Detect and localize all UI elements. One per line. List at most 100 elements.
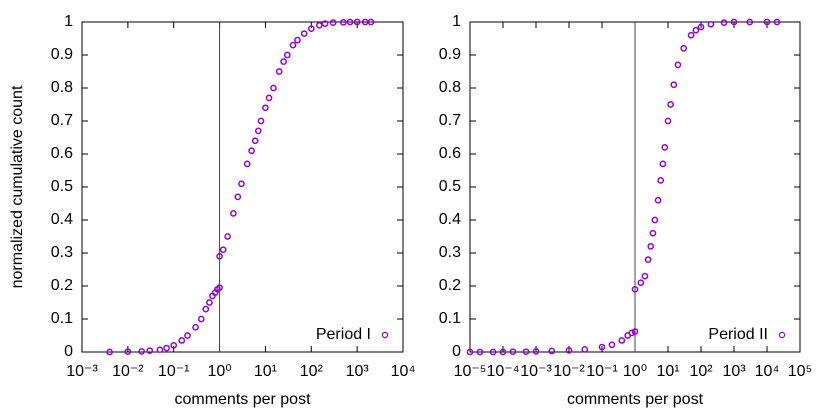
y-tick-label: 1: [64, 13, 73, 30]
x-tick-label: 10⁻⁵: [454, 363, 487, 380]
y-tick-label: 0.3: [51, 244, 73, 261]
data-point: [654, 196, 662, 204]
data-point: [251, 137, 259, 145]
data-point: [608, 341, 616, 349]
data-point: [346, 18, 354, 26]
data-point: [499, 348, 507, 356]
data-point: [697, 23, 705, 31]
data-point: [307, 25, 315, 32]
data-point: [216, 252, 223, 260]
x-axis-label: comments per post: [567, 391, 704, 408]
data-point: [124, 348, 132, 356]
legend-marker: [381, 331, 389, 339]
plot-frame: [81, 21, 404, 353]
x-tick-label: 10⁻¹: [586, 363, 618, 380]
data-point: [659, 160, 667, 168]
data-point: [598, 343, 606, 351]
data-point: [628, 329, 636, 337]
data-point: [262, 104, 269, 112]
x-tick-label: 10⁴: [755, 363, 780, 380]
data-point: [283, 51, 291, 59]
data-point: [197, 315, 205, 323]
data-point: [178, 337, 186, 344]
x-tick-label: 10¹: [656, 363, 679, 380]
legend-label: Period I: [316, 326, 371, 343]
data-point: [265, 94, 273, 102]
data-point: [667, 101, 674, 108]
data-point: [631, 328, 639, 335]
data-point: [254, 127, 262, 135]
y-tick-label: 0: [452, 343, 461, 360]
data-point: [230, 210, 237, 217]
data-point: [234, 193, 242, 201]
data-point: [216, 284, 223, 291]
data-point: [674, 61, 682, 69]
data-point: [664, 117, 672, 125]
x-tick-label: 10⁻²: [553, 363, 585, 380]
data-point: [257, 117, 265, 125]
data-point: [224, 233, 231, 240]
x-axis-label: comments per post: [174, 391, 311, 408]
y-tick-label: 0.2: [51, 277, 73, 294]
data-point: [773, 18, 781, 26]
y-tick-label: 0.6: [439, 145, 461, 162]
data-point: [353, 18, 361, 26]
x-tick-label: 10⁻¹: [158, 363, 190, 380]
data-point: [275, 68, 283, 75]
x-tick-label: 10²: [300, 363, 324, 380]
data-point: [294, 36, 301, 44]
y-tick-label: 0.5: [439, 178, 461, 195]
y-tick-label: 0.6: [51, 145, 73, 162]
data-point: [548, 347, 556, 355]
data-point: [763, 18, 771, 26]
y-tick-label: 1: [452, 13, 461, 30]
data-point: [522, 348, 530, 356]
data-point: [618, 337, 626, 344]
y-tick-label: 0.3: [439, 244, 461, 261]
y-tick-label: 0.4: [51, 211, 73, 228]
data-point: [581, 346, 589, 353]
data-point: [156, 346, 164, 354]
data-point: [248, 147, 255, 155]
x-tick-label: 10⁵: [788, 363, 812, 380]
y-axis-label: normalized cumulative count: [9, 85, 26, 288]
data-point: [651, 216, 659, 224]
data-point: [730, 18, 738, 26]
x-tick-label: 10³: [346, 363, 370, 380]
data-point: [316, 21, 323, 29]
y-tick-label: 0.2: [439, 277, 461, 294]
data-point: [644, 256, 652, 263]
x-tick-label: 10²: [689, 363, 713, 380]
data-point: [746, 18, 754, 26]
y-tick-label: 0.9: [439, 46, 461, 63]
x-tick-label: 10⁻³: [520, 363, 552, 380]
data-point: [532, 347, 540, 355]
data-point: [138, 347, 146, 355]
data-point: [329, 19, 337, 27]
legend-label: Period II: [708, 326, 768, 343]
data-point: [106, 348, 113, 356]
data-point: [720, 19, 728, 27]
x-tick-label: 10⁰: [207, 363, 231, 380]
data-point: [300, 30, 308, 37]
data-point: [649, 229, 657, 237]
data-point: [219, 246, 227, 254]
data-point: [680, 45, 688, 52]
data-point: [192, 323, 199, 331]
data-point: [687, 31, 695, 39]
data-point: [647, 243, 655, 250]
data-point: [238, 180, 245, 188]
data-point: [661, 144, 669, 151]
data-point: [707, 20, 715, 28]
y-tick-label: 0.5: [51, 178, 73, 195]
y-tick-label: 0.8: [439, 79, 461, 96]
data-point: [339, 18, 347, 26]
data-point: [170, 342, 178, 349]
x-tick-label: 10⁴: [391, 363, 416, 380]
data-point: [270, 84, 277, 92]
data-point: [631, 285, 639, 293]
data-point: [243, 160, 251, 168]
data-point: [565, 347, 573, 354]
data-point: [657, 177, 665, 184]
